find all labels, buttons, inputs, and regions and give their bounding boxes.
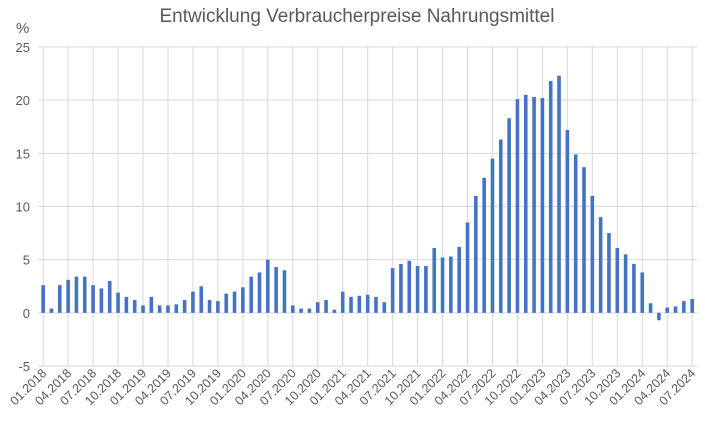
y-tick-label: 20	[16, 93, 30, 108]
bar-01.2024	[640, 272, 645, 313]
bar-04.2022	[465, 222, 470, 313]
bar-04.2024	[665, 307, 670, 313]
bar-03.2020	[257, 272, 262, 313]
bar-04.2018	[66, 279, 70, 313]
bar-08.2020	[299, 308, 303, 313]
bar-10.2020	[315, 302, 320, 313]
bar-08.2023	[598, 217, 603, 313]
bar-05.2022	[474, 195, 478, 313]
bar-10.2018	[116, 292, 120, 313]
bar-02.2021	[349, 296, 353, 313]
bar-06.2021	[382, 302, 387, 313]
bar-11.2018	[124, 296, 129, 313]
y-tick-label: 5	[23, 253, 30, 268]
bar-12.2023	[632, 263, 636, 313]
bar-05.2021	[374, 296, 378, 313]
bar-07.2022	[490, 158, 495, 313]
bar-03.2024	[657, 312, 661, 321]
gridlines	[38, 46, 697, 367]
bar-09.2023	[607, 233, 611, 313]
y-axis-label: %	[16, 20, 29, 37]
bar-03.2022	[457, 246, 461, 313]
bar-09.2018	[107, 280, 112, 313]
bar-11.2021	[424, 266, 428, 313]
bar-04.2019	[166, 305, 170, 313]
bar-02.2022	[449, 256, 453, 313]
bar-08.2022	[499, 139, 503, 313]
bar-02.2024	[648, 303, 653, 313]
bar-06.2023	[582, 167, 586, 313]
bar-11.2020	[324, 300, 328, 313]
bar-03.2023	[557, 75, 561, 313]
bar-09.2019	[207, 300, 212, 313]
bar-08.2021	[399, 263, 403, 313]
y-tick-label: 15	[16, 146, 30, 161]
bar-03.2018	[58, 285, 62, 313]
bar-01.2019	[141, 305, 145, 313]
bar-05.2018	[74, 276, 79, 313]
bar-04.2021	[365, 294, 370, 313]
bar-01.2020	[241, 287, 245, 313]
bar-05.2023	[573, 154, 578, 313]
bar-06.2020	[282, 270, 287, 313]
bars	[41, 75, 694, 321]
bar-02.2019	[149, 296, 154, 313]
bar-04.2023	[565, 129, 570, 313]
bar-02.2018	[49, 308, 54, 313]
bar-07.2018	[91, 285, 95, 313]
y-tick-label: 25	[16, 40, 30, 55]
bar-04.2020	[266, 259, 270, 313]
bar-03.2021	[357, 295, 362, 313]
bar-02.2020	[249, 276, 253, 313]
bar-07.2024	[690, 299, 694, 313]
bar-07.2023	[590, 195, 595, 313]
bar-09.2022	[507, 118, 511, 313]
bar-05.2019	[174, 304, 179, 313]
y-tick-label: 0	[23, 306, 30, 321]
bar-05.2020	[274, 267, 278, 313]
bar-07.2021	[390, 268, 395, 313]
bar-11.2023	[623, 254, 628, 313]
bar-12.2020	[332, 309, 337, 313]
bar-12.2022	[532, 96, 536, 313]
bar-05.2024	[673, 306, 678, 313]
bar-12.2018	[132, 300, 137, 313]
bar-12.2021	[432, 247, 437, 313]
bar-10.2023	[615, 247, 620, 313]
bar-11.2022	[523, 94, 528, 313]
x-tick-labels: 01.201804.201807.201810.201801.201904.20…	[7, 366, 698, 408]
chart-title: Entwicklung Verbraucherpreise Nahrungsmi…	[160, 6, 555, 27]
bar-06.2024	[682, 301, 686, 313]
bar-08.2018	[99, 288, 104, 313]
bar-01.2023	[540, 98, 545, 313]
bar-02.2023	[548, 81, 553, 313]
y-tick-label: -5	[18, 359, 30, 374]
bar-09.2020	[307, 308, 312, 313]
bar-06.2019	[182, 300, 187, 313]
bar-11.2019	[224, 293, 229, 313]
bar-10.2021	[415, 266, 420, 313]
bar-01.2021	[340, 291, 345, 313]
bar-06.2022	[482, 177, 486, 313]
bar-07.2020	[290, 305, 295, 313]
bar-01.2022	[440, 257, 445, 313]
bar-03.2019	[157, 305, 162, 313]
bar-08.2019	[199, 286, 204, 313]
y-tick-labels: 25 20 15 10 5 0 -5	[16, 40, 30, 374]
bar-01.2018	[41, 285, 45, 313]
bar-07.2019	[191, 291, 195, 313]
bar-12.2019	[232, 291, 237, 313]
bar-10.2022	[515, 99, 520, 313]
y-tick-label: 10	[16, 200, 30, 215]
bar-06.2018	[82, 276, 87, 313]
bar-09.2021	[407, 260, 412, 313]
bar-10.2019	[216, 301, 220, 313]
